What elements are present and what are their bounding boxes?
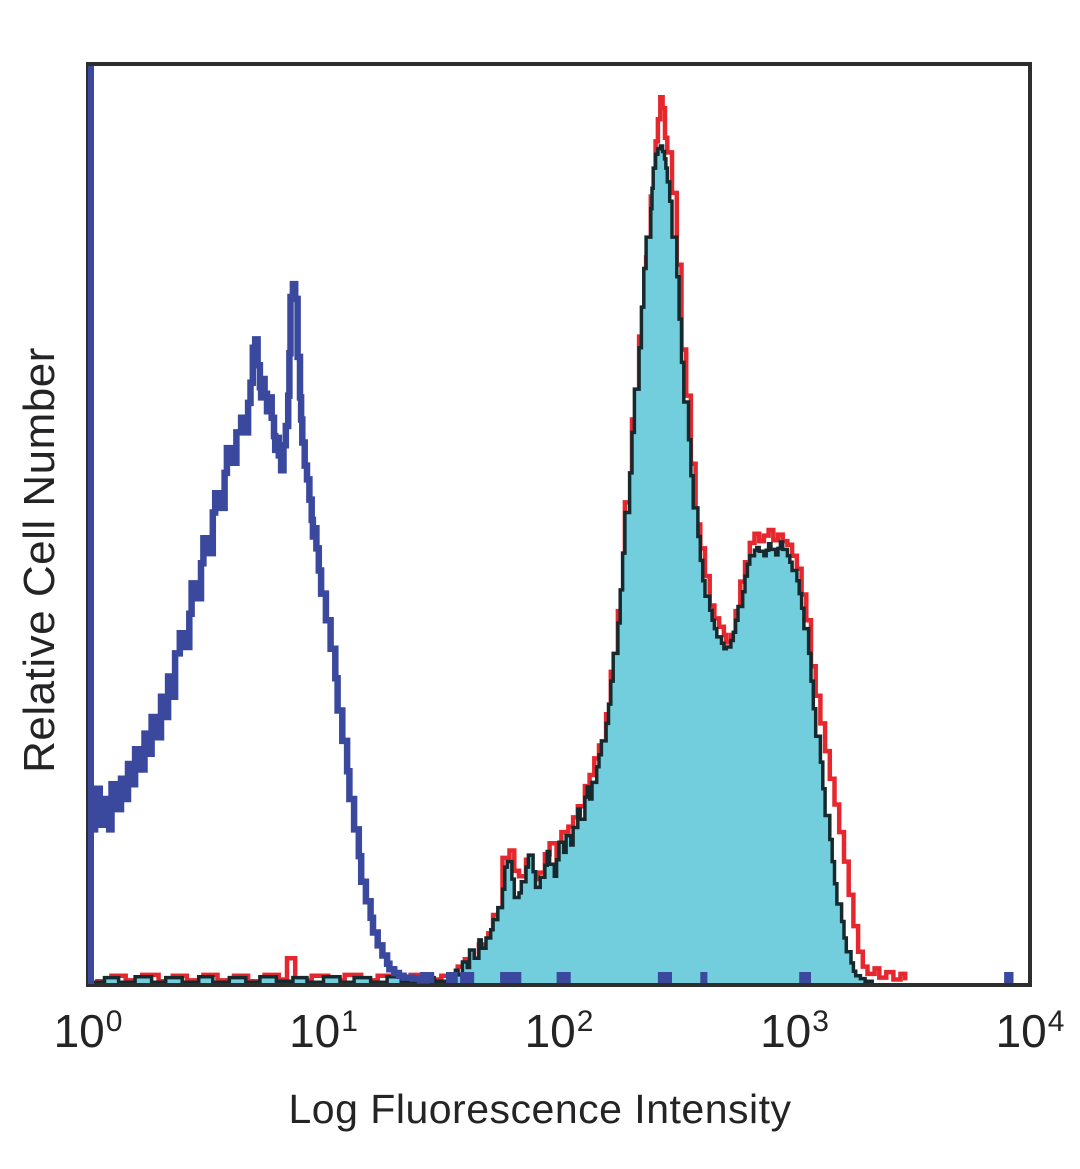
tick-exponent: 4 — [1047, 1004, 1065, 1038]
blue-baseline-mark-1 — [446, 972, 458, 983]
blue-baseline-mark-5 — [657, 972, 672, 983]
tick-exponent: 3 — [812, 1004, 829, 1038]
tick-base: 10 — [995, 1005, 1047, 1057]
blue-baseline-mark-8 — [1004, 972, 1014, 983]
blue-baseline-mark-4 — [556, 972, 571, 983]
x-tick-label-10e3: 103 — [760, 1004, 829, 1058]
tick-base: 10 — [524, 1005, 576, 1057]
x-tick-label-10e0: 100 — [54, 1004, 123, 1058]
blue-baseline-mark-6 — [700, 972, 708, 983]
x-tick-label-10e1: 101 — [289, 1004, 358, 1058]
tick-exponent: 1 — [341, 1004, 358, 1038]
tick-base: 10 — [53, 1005, 105, 1057]
tick-exponent: 0 — [105, 1004, 123, 1038]
blue-baseline-mark-7 — [799, 972, 811, 983]
tick-base: 10 — [760, 1005, 812, 1057]
y-axis-label: Relative Cell Number — [15, 347, 64, 773]
tick-base: 10 — [289, 1005, 341, 1057]
x-axis-label: Log Fluorescence Intensity — [288, 1086, 792, 1132]
blue-baseline-mark-2 — [460, 972, 475, 983]
blue-histogram-curve — [88, 280, 430, 984]
x-tick-label-10e2: 102 — [525, 1004, 594, 1058]
tick-exponent: 2 — [576, 1004, 594, 1038]
x-tick-label-10e4: 104 — [996, 1004, 1065, 1058]
cyan-filled-histogram-curve — [86, 144, 874, 987]
blue-baseline-mark-3 — [500, 972, 522, 983]
